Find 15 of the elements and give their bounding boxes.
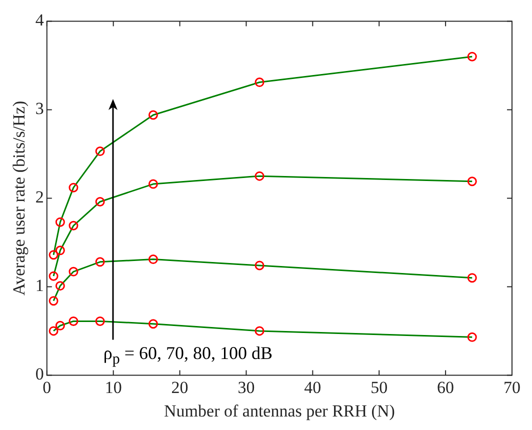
y-tick-label: 2: [35, 188, 44, 207]
x-tick-label: 50: [370, 378, 388, 397]
x-tick-label: 70: [504, 378, 520, 397]
x-tick-label: 40: [304, 378, 322, 397]
x-tick-label: 20: [171, 378, 188, 397]
y-tick-label: 1: [35, 276, 44, 296]
x-tick-label: 10: [104, 378, 122, 397]
x-axis-title: Number of antennas per RRH (N): [164, 401, 395, 420]
y-axis-title: Average user rate (bits/s/Hz): [10, 100, 29, 296]
y-tick-label: 3: [35, 99, 44, 118]
annotation: ρ$_{p}$ = 60, 70, 80, 100 dB: [103, 343, 272, 369]
x-tick-label: 30: [238, 378, 255, 397]
x-tick-label: 60: [437, 378, 454, 397]
y-tick-label: 0: [35, 364, 44, 384]
y-tick-label: 4: [35, 10, 44, 30]
